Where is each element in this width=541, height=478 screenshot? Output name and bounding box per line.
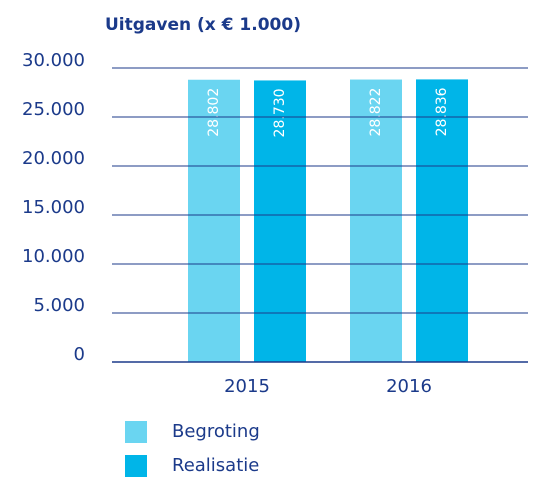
legend-swatch <box>125 455 147 477</box>
chart-title: Uitgaven (x € 1.000) <box>105 15 301 35</box>
bar <box>416 79 468 363</box>
legend-label: Begroting <box>172 421 260 442</box>
bar <box>188 79 240 362</box>
y-tick-label: 25.000 <box>22 99 85 120</box>
value-label: 28.822 <box>368 88 384 137</box>
value-label: 28.730 <box>272 88 288 137</box>
y-tick-label: 5.000 <box>33 295 85 316</box>
value-label: 28.836 <box>434 87 450 136</box>
y-tick-label: 20.000 <box>22 148 85 169</box>
legend-swatch <box>125 421 147 443</box>
y-tick-label: 10.000 <box>22 246 85 267</box>
x-tick-label: 2015 <box>224 376 270 397</box>
x-tick-label: 2016 <box>386 376 432 397</box>
y-tick-label: 30.000 <box>22 50 85 71</box>
legend-label: Realisatie <box>172 455 259 476</box>
y-tick-label: 15.000 <box>22 197 85 218</box>
y-tick-label: 0 <box>74 344 85 365</box>
bar <box>350 79 402 362</box>
value-label: 28.802 <box>206 88 222 137</box>
bar <box>254 80 306 363</box>
